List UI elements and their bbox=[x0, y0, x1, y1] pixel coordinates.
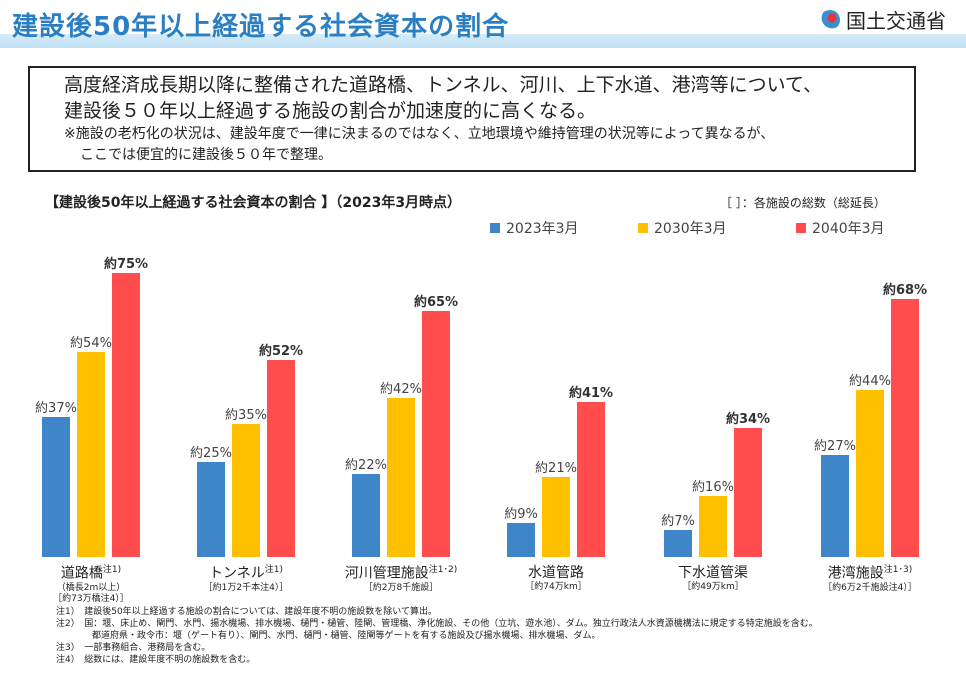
bar bbox=[891, 299, 919, 557]
data-label: 約35% bbox=[225, 408, 267, 424]
legend-label: 2030年3月 bbox=[654, 221, 727, 237]
data-label: 約22% bbox=[345, 457, 387, 473]
chart-title: 【建設後50年以上経過する社会資本の割合 】（2023年3月時点） bbox=[45, 195, 462, 211]
bar bbox=[42, 416, 70, 557]
bar bbox=[821, 454, 849, 557]
footnote: 都道府県・政令市：堰（ゲート有り）、閘門、水門、樋門・樋管、陸閘等ゲートを有する… bbox=[56, 631, 601, 641]
bar bbox=[734, 428, 762, 557]
legend-item: 2040年3月 bbox=[796, 218, 885, 238]
bar bbox=[232, 424, 260, 557]
summary-note: ここでは便宜的に建設後５０年で整理。 bbox=[80, 147, 332, 163]
data-label: 約65% bbox=[413, 294, 459, 310]
bar bbox=[422, 310, 450, 557]
legend-item: 2023年3月 bbox=[490, 218, 579, 238]
category-note: 注1) bbox=[102, 565, 122, 575]
footnote: 注1） 建設後50年以上経過する施設の割合については、建設年度不明の施設数を除い… bbox=[56, 607, 437, 617]
data-label: 約16% bbox=[692, 480, 734, 496]
summary-note: ※施設の老朽化の状況は、建設年度で一律に決まるのではなく、立地環境や維持管理の状… bbox=[64, 126, 775, 142]
data-label: 約68% bbox=[882, 283, 928, 299]
category-name: 河川管理施設 bbox=[344, 565, 429, 582]
bar bbox=[856, 390, 884, 557]
legend-label: 2023年3月 bbox=[506, 221, 579, 237]
category-total: ［約1万2千本注4）］ bbox=[203, 582, 289, 593]
bar bbox=[112, 272, 140, 557]
category-total: ［約73万橋注4）］ bbox=[53, 593, 129, 604]
category-total: （橋長2m以上） bbox=[56, 582, 126, 593]
logo-text: 国土交通省 bbox=[846, 9, 946, 33]
legend-note: ［ ］：各施設の総数（総延長） bbox=[720, 196, 886, 210]
header-strip bbox=[0, 34, 966, 48]
category-total: ［約6万2千施設注4）］ bbox=[823, 582, 917, 593]
bar bbox=[664, 530, 692, 557]
category-name: 港湾施設 bbox=[827, 565, 884, 582]
data-label: 約34% bbox=[725, 412, 771, 428]
bar bbox=[542, 477, 570, 557]
category-note: 注1) bbox=[264, 565, 283, 575]
data-label: 約41% bbox=[568, 385, 614, 401]
data-label: 約27% bbox=[814, 438, 856, 454]
data-label: 約37% bbox=[35, 400, 77, 416]
category-note: 注1･2) bbox=[428, 565, 458, 575]
data-label: 約21% bbox=[535, 461, 577, 477]
category-total: ［約74万km］ bbox=[525, 582, 587, 592]
legend-item: 2030年3月 bbox=[638, 218, 727, 238]
category-label: トンネル注1) ［約1万2千本注4）］ bbox=[204, 562, 289, 594]
category-label: 道路橋注1) （橋長2m以上） ［約73万橋注4）］ bbox=[53, 562, 129, 605]
footnote: 注4） 総数には、建設年度不明の施設数を含む。 bbox=[56, 655, 256, 665]
bar bbox=[352, 473, 380, 557]
bar bbox=[699, 496, 727, 557]
data-label: 約54% bbox=[70, 336, 112, 352]
bar bbox=[387, 397, 415, 557]
data-label: 約42% bbox=[380, 381, 422, 397]
data-label: 約44% bbox=[849, 374, 891, 390]
category-name: トンネル bbox=[209, 565, 265, 582]
category-note: 注1･3) bbox=[883, 565, 913, 575]
category-label: 港湾施設注1･3) ［約6万2千施設注4）］ bbox=[823, 562, 917, 594]
data-label: 約52% bbox=[258, 343, 304, 359]
header: 建設後50年以上経過する社会資本の割合 国土交通省 bbox=[0, 0, 966, 48]
data-label: 約75% bbox=[103, 256, 149, 272]
page-title: 建設後50年以上経過する社会資本の割合 bbox=[12, 12, 510, 42]
ministry-logo: 国土交通省 bbox=[820, 5, 946, 34]
category-name: 水道管路 bbox=[528, 565, 584, 581]
bar bbox=[197, 462, 225, 557]
summary-box: 高度経済成長期以降に整備された道路橋、トンネル、河川、上下水道、港湾等について、… bbox=[28, 66, 916, 172]
data-label: 約7% bbox=[661, 514, 695, 530]
mlit-logo-icon bbox=[820, 9, 840, 30]
legend-swatch bbox=[490, 223, 500, 233]
category-total: ［約49万km］ bbox=[682, 582, 744, 592]
data-label: 約25% bbox=[190, 446, 232, 462]
legend-swatch bbox=[638, 223, 648, 233]
summary-line: 高度経済成長期以降に整備された道路橋、トンネル、河川、上下水道、港湾等について、 bbox=[64, 74, 823, 96]
bar bbox=[507, 522, 535, 557]
bar bbox=[77, 352, 105, 557]
category-name: 道路橋 bbox=[60, 565, 103, 582]
category-label: 水道管路 ［約74万km］ bbox=[525, 562, 586, 593]
data-label: 約9% bbox=[504, 506, 538, 522]
bar bbox=[267, 359, 295, 557]
footnotes: 注1） 建設後50年以上経過する施設の割合については、建設年度不明の施設数を除い… bbox=[56, 606, 818, 666]
summary-line: 建設後５０年以上経過する施設の割合が加速度的に高くなる。 bbox=[64, 100, 597, 122]
footnote: 注3） 一部事務組合、港務局を含む。 bbox=[56, 643, 211, 653]
category-label: 下水道管渠 ［約49万km］ bbox=[678, 562, 748, 593]
category-name: 下水道管渠 bbox=[678, 565, 748, 581]
bar bbox=[577, 401, 605, 557]
category-total: ［約2万8千施設］ bbox=[363, 582, 439, 593]
category-label: 河川管理施設注1･2) ［約2万8千施設］ bbox=[345, 562, 457, 594]
legend-swatch bbox=[796, 223, 806, 233]
legend-label: 2040年3月 bbox=[812, 221, 885, 237]
footnote: 注2） 国：堰、床止め、閘門、水門、揚水機場、排水機場、樋門・樋管、陸閘、管理橋… bbox=[56, 619, 818, 629]
